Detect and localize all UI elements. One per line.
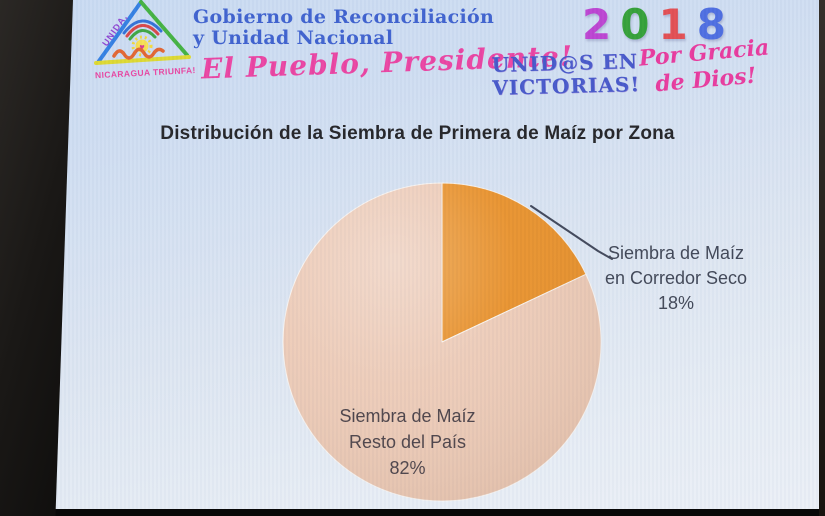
year-2018: 2018 — [582, 0, 735, 49]
label-corredor-seco-line2: en Corredor Seco — [604, 268, 748, 288]
label-resto-pais-line2: Resto del País — [348, 432, 467, 452]
monitor-bezel-right — [819, 0, 825, 516]
mountain-squiggle — [112, 47, 165, 60]
year-digit-0: 0 — [620, 0, 659, 49]
year-digit-8: 8 — [696, 0, 735, 49]
emblem-bottom-edge — [94, 55, 191, 65]
chart-title: Distribución de la Siembra de Primera de… — [160, 123, 675, 144]
emblem-left-edge — [97, 0, 143, 63]
government-name-line1: Gobierno de Reconciliación — [193, 6, 495, 28]
year-digit-1: 1 — [658, 0, 697, 49]
label-corredor-seco-value: 18% — [657, 293, 695, 313]
label-corredor-seco-line1: Siembra de Maíz — [607, 243, 745, 263]
government-name-line2: y Unidad Nacional — [193, 27, 394, 49]
rainbow-arc-blue — [122, 19, 163, 35]
sun-rays-icon — [131, 35, 153, 57]
label-corredor-seco: Siembra de Maíz en Corredor Seco 18% — [566, 241, 786, 316]
pie-sheen-overlay — [283, 183, 601, 501]
rainbow-arc-green — [128, 29, 157, 41]
fsln-emblem: ♥ UNIDA, NICARAGUA TRIUNFA! — [94, 0, 196, 80]
government-name: Gobierno de Reconciliación y Unidad Naci… — [193, 7, 494, 49]
emblem-right-edge — [139, 0, 189, 57]
rainbow-arc-red — [125, 24, 160, 38]
label-resto-pais-line1: Siembra de Maíz — [339, 406, 476, 426]
heart-icon: ♥ — [139, 42, 144, 52]
year-digit-2: 2 — [582, 0, 621, 49]
label-resto-pais: Siembra de Maíz Resto del País 82% — [300, 403, 515, 481]
monitor-bezel-bottom — [0, 509, 825, 516]
label-resto-pais-value: 82% — [389, 458, 426, 478]
leader-line — [530, 205, 613, 260]
